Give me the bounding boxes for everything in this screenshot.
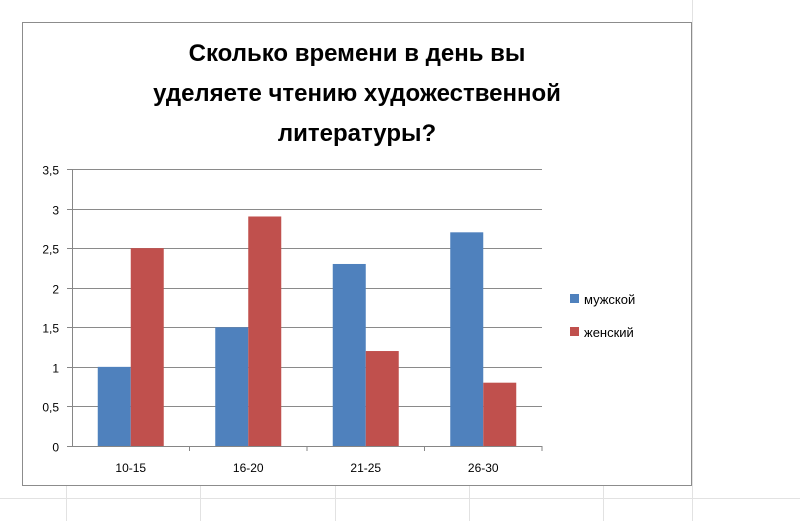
x-tick-label: 16-20 [233,461,264,475]
bar-мужской-26-30 [450,232,484,446]
bar-женский-26-30 [483,382,517,446]
y-tick-label: 3,5 [42,164,59,178]
x-tick-label: 21-25 [350,461,381,475]
y-tick-label: 1 [52,362,59,376]
bar-мужской-21-25 [332,263,366,446]
bar-женский-16-20 [248,216,282,446]
x-tick-label: 26-30 [468,461,499,475]
legend-label: женский [584,325,634,340]
y-tick-label: 2 [52,283,59,297]
y-tick-label: 1,5 [42,322,59,336]
legend-label: мужской [584,292,635,307]
bar-женский-10-15 [130,248,164,446]
y-tick-label: 0,5 [42,401,59,415]
legend-swatch-мужской [570,294,579,303]
chart-title: Сколько времени в день вы уделяете чтени… [153,40,561,147]
x-tick-label: 10-15 [115,461,146,475]
bar-мужской-10-15 [97,366,131,446]
bar-мужской-16-20 [215,327,249,446]
y-tick-label: 2,5 [42,243,59,257]
y-tick-label: 3 [52,204,59,218]
legend-swatch-женский [570,327,579,336]
bar-женский-21-25 [365,351,399,446]
y-tick-label: 0 [52,441,59,455]
